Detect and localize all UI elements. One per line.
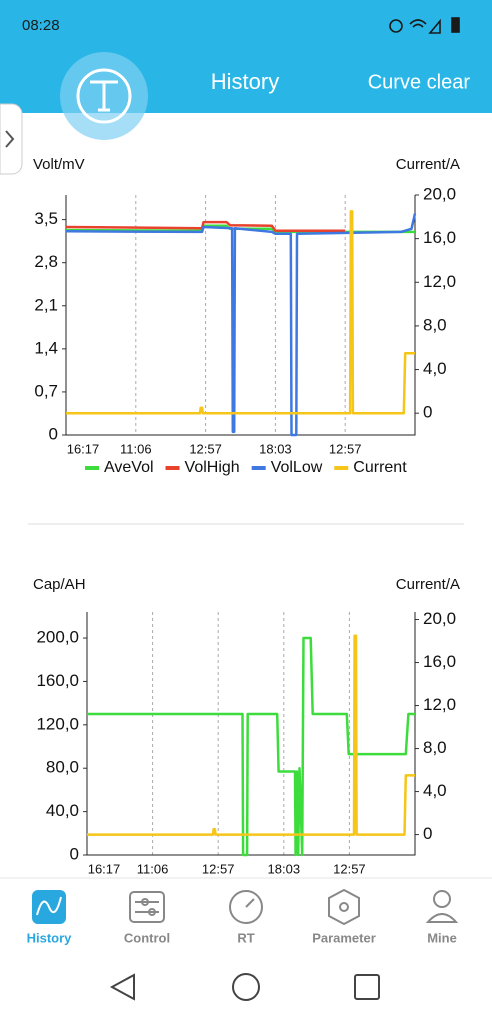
series-line (66, 210, 415, 415)
x-tick-label: 16:17 (67, 441, 100, 456)
series-line (65, 213, 417, 437)
y-tick-label: 2,8 (34, 252, 58, 271)
axes (86, 612, 416, 856)
y2-tick-label: 0 (423, 403, 432, 422)
y-tick-label: 120,0 (36, 714, 79, 733)
y2-tick-label: 12,0 (423, 695, 456, 714)
legend-label: Current (353, 459, 407, 476)
y2-axis-label: Current/A (396, 156, 460, 173)
nav-icons (32, 888, 459, 926)
y2-tick-label: 0 (423, 824, 432, 843)
avatar-icon (76, 68, 132, 124)
y-tick-label: 2,1 (34, 295, 58, 314)
side-tab[interactable] (0, 103, 23, 175)
nav-label[interactable]: Mine (427, 930, 457, 945)
y-tick-label: 3,5 (34, 209, 58, 228)
x-tick-label: 18:03 (259, 441, 292, 456)
y-axis-label: Volt/mV (33, 156, 85, 173)
header-title: History (211, 69, 279, 94)
x-tick-label: 18:03 (268, 861, 301, 876)
series-line (87, 636, 415, 857)
status-time: 08:28 (22, 17, 60, 34)
y-tick-label: 40,0 (46, 801, 79, 820)
y-axis-label: Cap/AH (33, 576, 86, 593)
x-tick-label: 11:06 (120, 441, 152, 456)
series-line (87, 634, 415, 836)
x-tick-label: 16:17 (88, 861, 121, 876)
y-tick-label: 0,7 (34, 381, 58, 400)
y2-axis-label: Current/A (396, 576, 460, 593)
y2-tick-label: 4,0 (423, 781, 447, 800)
y-tick-label: 1,4 (34, 338, 58, 357)
y2-tick-label: 8,0 (423, 315, 447, 334)
curve-clear[interactable]: Curve clear (368, 71, 471, 93)
nav-label[interactable]: RT (237, 930, 254, 945)
home-button[interactable] (232, 973, 260, 1001)
status-icons (389, 17, 460, 34)
x-tick-label: 11:06 (137, 861, 169, 876)
y2-tick-label: 20,0 (423, 609, 456, 628)
nav-label[interactable]: History (27, 930, 73, 945)
system-nav (109, 973, 380, 1001)
back-button[interactable] (109, 973, 135, 1001)
y-tick-label: 0 (49, 424, 58, 443)
y-tick-label: 200,0 (36, 628, 79, 647)
y2-tick-label: 4,0 (423, 359, 447, 378)
axes (65, 195, 416, 436)
legend-label: AveVol (104, 459, 154, 476)
x-tick-label: 12:57 (333, 861, 366, 876)
legend-label: VolHigh (185, 459, 240, 476)
x-tick-label: 12:57 (202, 861, 235, 876)
y-tick-label: 0 (70, 844, 79, 863)
recents-button[interactable] (354, 974, 380, 1000)
y2-tick-label: 16,0 (423, 228, 456, 247)
y2-tick-label: 16,0 (423, 652, 456, 671)
y-tick-label: 80,0 (46, 758, 79, 777)
y-tick-label: 160,0 (36, 671, 79, 690)
nav-label[interactable]: Parameter (312, 930, 376, 945)
y2-tick-label: 8,0 (423, 738, 447, 757)
y2-tick-label: 20,0 (423, 184, 456, 203)
legend-label: VolLow (271, 459, 323, 476)
x-tick-label: 12:57 (329, 441, 362, 456)
side-tab-arrow (5, 130, 15, 148)
x-tick-label: 12:57 (189, 441, 222, 456)
y2-tick-label: 12,0 (423, 272, 456, 291)
nav-label[interactable]: Control (124, 930, 170, 945)
